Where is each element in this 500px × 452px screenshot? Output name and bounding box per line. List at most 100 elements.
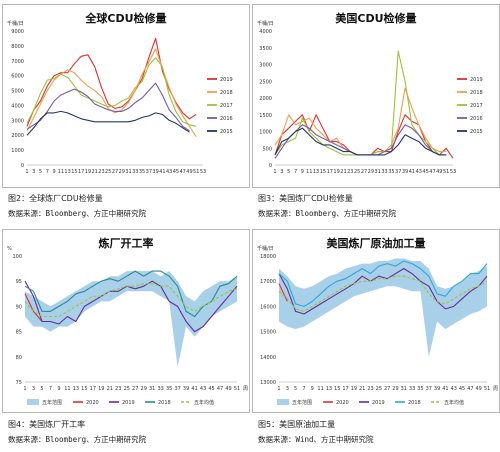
series-line-1 xyxy=(24,280,238,333)
x-tick-label: 27 xyxy=(361,169,367,175)
x-tick-label: 33 xyxy=(132,169,138,175)
x-tick-label: 9 xyxy=(311,386,314,392)
x-tick-label: 7 xyxy=(302,386,305,392)
x-tick-label: 17 xyxy=(327,169,333,175)
series-line-0 xyxy=(278,283,288,302)
x-tick-label: 49 xyxy=(186,169,192,175)
x-tick-label: 23 xyxy=(98,169,104,175)
x-tick-label: 11 xyxy=(306,169,312,175)
legend-label: 2015 xyxy=(470,129,483,135)
x-tick-label: 45 xyxy=(173,169,179,175)
x-tick-label: 3 xyxy=(32,386,35,392)
x-axis-unit: 周 xyxy=(243,386,248,392)
x-tick-label: 31 xyxy=(375,169,381,175)
x-tick-label: 11 xyxy=(317,386,323,392)
x-tick-label: 33 xyxy=(409,386,415,392)
x-tick-label: 19 xyxy=(98,386,104,392)
x-tick-label: 45 xyxy=(459,386,465,392)
y-axis-unit: % xyxy=(7,246,12,252)
y-tick-label: 4000 xyxy=(11,103,24,109)
x-tick-label: 3 xyxy=(286,386,289,392)
x-tick-label: 1 xyxy=(23,386,26,392)
x-tick-label: 41 xyxy=(409,169,415,175)
y-tick-label: 2500 xyxy=(259,79,272,85)
y-tick-label: 100 xyxy=(12,254,22,260)
x-tick-label: 45 xyxy=(208,386,214,392)
legend-label: 2018 xyxy=(158,400,171,406)
x-tick-label: 53 xyxy=(450,169,456,175)
y-tick-label: 3000 xyxy=(11,118,24,124)
legend-label: 2019 xyxy=(372,400,385,406)
x-tick-label: 7 xyxy=(294,169,297,175)
series-line-2 xyxy=(274,50,447,156)
x-tick-label: 29 xyxy=(392,386,398,392)
series-line-3 xyxy=(26,82,190,132)
x-tick-label: 29 xyxy=(141,386,147,392)
x-tick-label: 37 xyxy=(395,169,401,175)
x-tick-label: 37 xyxy=(426,386,432,392)
x-tick-label: 11 xyxy=(64,386,70,392)
y-tick-label: 90 xyxy=(16,304,22,310)
y-tick-label: 80 xyxy=(16,355,22,361)
y-tick-label: 6000 xyxy=(11,74,24,80)
chart-panel-global-cdu: 全球CDU检修量 千桶/日 0 1000 2000 3000 4000 5000 6000 700… xyxy=(2,4,250,188)
legend-swatch xyxy=(277,399,289,405)
x-tick-label: 23 xyxy=(347,169,353,175)
x-tick-label: 31 xyxy=(125,169,131,175)
series-line-3 xyxy=(24,283,238,318)
figure-caption-2: 图2：全球炼厂CDU检修量 xyxy=(8,194,103,203)
x-tick-label: 41 xyxy=(442,386,448,392)
y-axis-unit: 千桶/日 xyxy=(257,245,274,252)
y-tick-label: 5000 xyxy=(11,89,24,95)
y-tick-label: 2000 xyxy=(11,133,24,139)
x-tick-label: 35 xyxy=(388,169,394,175)
x-tick-label: 51 xyxy=(443,169,449,175)
x-tick-label: 15 xyxy=(334,386,340,392)
x-tick-label: 13 xyxy=(326,386,332,392)
y-tick-label: 85 xyxy=(16,330,22,336)
x-tick-label: 21 xyxy=(359,386,365,392)
x-tick-label: 21 xyxy=(92,169,98,175)
legend-label: 2019 xyxy=(470,77,483,83)
x-tick-label: 47 xyxy=(180,169,186,175)
x-tick-label: 43 xyxy=(166,169,172,175)
y-tick-label: 13000 xyxy=(260,380,276,386)
x-tick-label: 51 xyxy=(484,386,490,392)
y-tick-label: 1500 xyxy=(259,113,272,119)
x-tick-label: 1 xyxy=(277,386,280,392)
x-tick-label: 3 xyxy=(32,169,35,175)
legend-label: 2016 xyxy=(220,116,233,122)
legend-label: 五年范围 xyxy=(42,399,62,406)
x-tick-label: 51 xyxy=(234,386,240,392)
y-tick-label: 500 xyxy=(262,146,272,152)
x-tick-label: 1 xyxy=(25,169,28,175)
figure-caption-4: 图4：美国炼厂开工率 xyxy=(8,420,86,429)
legend-label: 2020 xyxy=(86,400,99,406)
series-line-1 xyxy=(26,48,197,137)
x-tick-label: 13 xyxy=(313,169,319,175)
series-line-2 xyxy=(24,270,238,318)
x-tick-label: 35 xyxy=(139,169,145,175)
x-tick-label: 31 xyxy=(149,386,155,392)
x-tick-label: 47 xyxy=(429,169,435,175)
y-tick-label: 16000 xyxy=(260,304,276,310)
x-tick-label: 27 xyxy=(384,386,390,392)
y-tick-label: 4000 xyxy=(259,29,272,35)
x-tick-label: 19 xyxy=(85,169,91,175)
x-tick-label: 49 xyxy=(225,386,231,392)
x-tick-label: 43 xyxy=(416,169,422,175)
y-axis-unit: 千桶/日 xyxy=(257,20,274,27)
y-tick-label: 15000 xyxy=(260,330,276,336)
y-axis-unit: 千桶/日 xyxy=(7,20,24,27)
series-line-1 xyxy=(278,268,488,315)
x-tick-label: 5 xyxy=(39,169,42,175)
x-tick-label: 21 xyxy=(107,386,113,392)
x-tick-label: 33 xyxy=(381,169,387,175)
legend-label: 2020 xyxy=(336,400,349,406)
x-tick-label: 37 xyxy=(146,169,152,175)
x-tick-label: 49 xyxy=(475,386,481,392)
x-tick-label: 1 xyxy=(273,169,276,175)
y-tick-label: 0 xyxy=(269,163,272,169)
